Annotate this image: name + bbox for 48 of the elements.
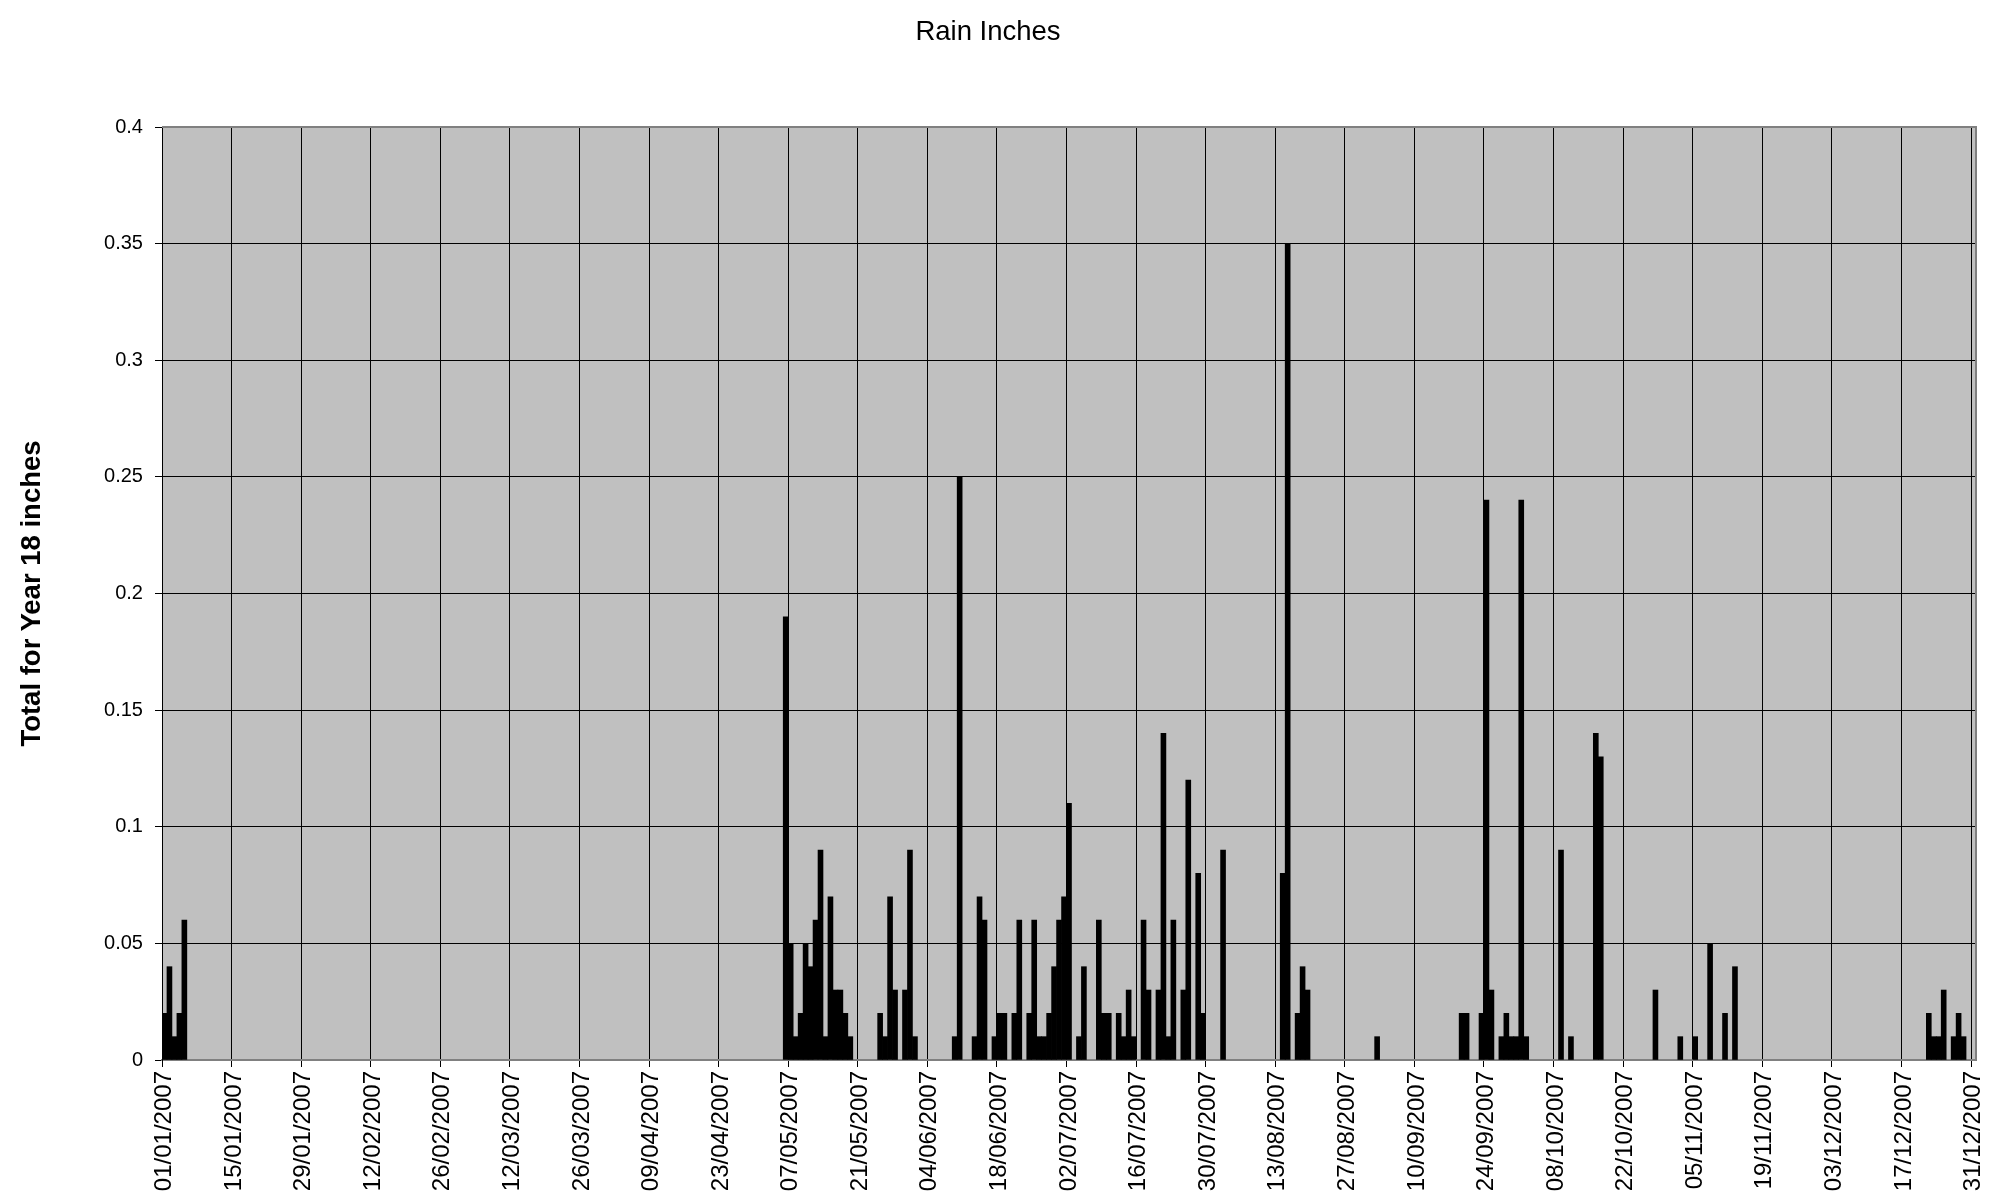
x-tick-label: 21/05/2007 <box>844 1071 872 1192</box>
bar <box>1115 1013 1122 1060</box>
x-tick-label: 29/01/2007 <box>288 1071 316 1192</box>
x-tick-label: 22/10/2007 <box>1610 1071 1638 1192</box>
x-tick-label: 27/08/2007 <box>1331 1071 1359 1192</box>
x-tick-label: 05/11/2007 <box>1679 1071 1707 1190</box>
x-tick-label: 03/12/2007 <box>1818 1071 1846 1192</box>
bar <box>1732 966 1738 1060</box>
x-tick-label: 31/12/2007 <box>1958 1071 1986 1192</box>
y-tick-label: 0.25 <box>104 464 143 487</box>
x-tick-label: 12/02/2007 <box>357 1071 385 1192</box>
y-tick-label: 0.05 <box>104 930 143 953</box>
x-tick-label: 26/02/2007 <box>427 1071 455 1192</box>
bar <box>1374 1036 1380 1060</box>
x-tick-label: 26/03/2007 <box>566 1071 594 1192</box>
x-tick-label: 12/03/2007 <box>497 1071 524 1192</box>
chart-title: Rain Inches <box>915 14 1061 46</box>
x-tick-label: 30/07/2007 <box>1192 1071 1220 1192</box>
x-tick-label: 10/09/2007 <box>1401 1071 1429 1192</box>
y-tick-label: 0.1 <box>115 814 143 837</box>
x-tick-label: 04/06/2007 <box>914 1071 942 1192</box>
x-tick-label: 08/10/2007 <box>1540 1071 1568 1192</box>
y-tick-label: 0 <box>131 1047 143 1070</box>
x-tick-label: 02/07/2007 <box>1053 1071 1081 1192</box>
x-tick-label: 15/01/2007 <box>218 1071 246 1192</box>
bar <box>1105 1013 1112 1060</box>
x-tick-label: 18/06/2007 <box>984 1071 1012 1192</box>
bar <box>1940 989 1947 1060</box>
x-tick-label: 19/11/2007 <box>1749 1071 1777 1190</box>
y-tick-label: 0.15 <box>104 697 143 720</box>
x-tick-label: 17/12/2007 <box>1888 1071 1916 1192</box>
x-tick-label: 23/04/2007 <box>705 1071 733 1192</box>
x-tick-label: 07/05/2007 <box>775 1071 803 1192</box>
x-tick-label: 01/01/2007 <box>149 1071 177 1192</box>
x-tick-label: 16/07/2007 <box>1123 1071 1151 1192</box>
bar <box>1677 1036 1684 1060</box>
y-tick-label: 0.2 <box>115 581 143 604</box>
x-tick-label: 24/09/2007 <box>1471 1071 1499 1192</box>
y-tick-label: 0.3 <box>115 347 143 370</box>
bar <box>1925 1013 1932 1060</box>
y-axis-title: Total for Year 18 inches <box>14 440 46 747</box>
x-tick-label: 09/04/2007 <box>636 1071 664 1192</box>
y-tick-label: 0.35 <box>104 231 143 254</box>
y-tick-label: 0.4 <box>115 114 143 137</box>
bar <box>877 1013 883 1060</box>
bar <box>1722 1013 1728 1060</box>
x-tick-label: 13/08/2007 <box>1262 1071 1290 1192</box>
bar <box>1568 1036 1574 1060</box>
